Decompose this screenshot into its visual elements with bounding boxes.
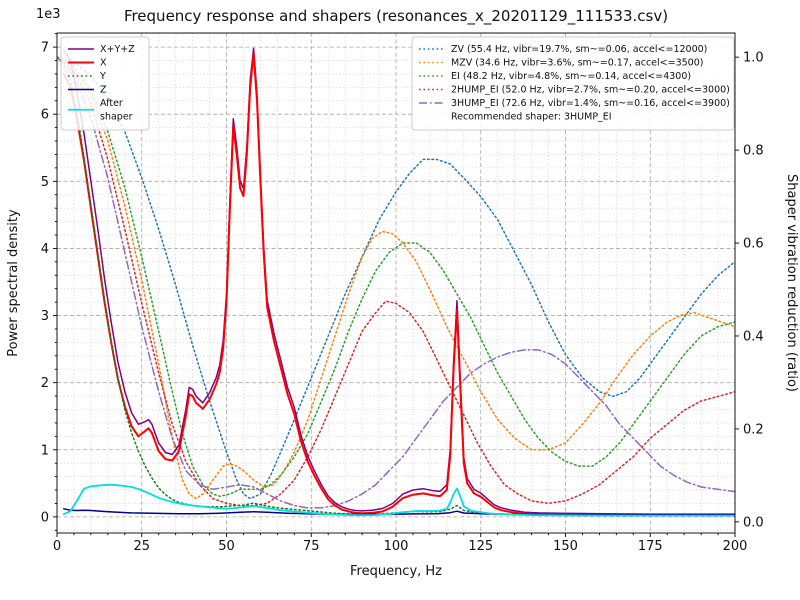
legend-label-mzv: MZV (34.6 Hz, vibr=3.6%, sm~=0.17, accel… — [451, 58, 703, 69]
series-x-line — [62, 52, 735, 517]
chart-title: Frequency response and shapers (resonanc… — [124, 7, 668, 26]
series-x-plus-y-plus-z-line — [63, 47, 735, 515]
svg-text:50: 50 — [218, 539, 235, 554]
svg-text:200: 200 — [723, 539, 748, 554]
shaper-series — [57, 56, 735, 509]
svg-text:7: 7 — [41, 41, 49, 56]
axis-offset-text: 1e3 — [36, 7, 61, 22]
legend-label-zv: ZV (55.4 Hz, vibr=19.7%, sm~=0.06, accel… — [451, 44, 707, 55]
svg-text:0.2: 0.2 — [743, 422, 764, 437]
legend-label-ei: EI (48.2 Hz, vibr=4.8%, sm~=0.14, accel<… — [451, 71, 691, 82]
series-3hump-ei-line — [57, 56, 735, 509]
svg-text:0.4: 0.4 — [743, 329, 764, 344]
psd-series — [62, 47, 735, 517]
x-tick-labels: 0 25 50 75 100 125 150 175 200 — [53, 539, 748, 554]
y-axis-label-right: Shaper vibration reduction (ratio) — [784, 174, 799, 392]
svg-text:1: 1 — [41, 443, 49, 458]
legend-shapers: ZV (55.4 Hz, vibr=19.7%, sm~=0.06, accel… — [411, 36, 735, 131]
y-left-tick-labels: 0 1 2 3 4 5 6 7 — [41, 41, 49, 526]
svg-text:0: 0 — [53, 539, 61, 554]
svg-text:3: 3 — [41, 309, 49, 324]
legend-psd: X+Y+Z XYZ After shaper — [60, 36, 150, 131]
svg-text:0: 0 — [41, 510, 49, 525]
svg-text:0.0: 0.0 — [743, 515, 764, 530]
legend-label-after-shaper: After — [100, 98, 123, 109]
svg-text:2: 2 — [41, 376, 49, 391]
tick-marks — [53, 33, 739, 537]
svg-text:5: 5 — [41, 175, 49, 190]
legend-label-x: X — [100, 58, 107, 69]
svg-text:175: 175 — [638, 539, 663, 554]
legend-label-y: Y — [99, 71, 106, 82]
legend-label-x-plus-y-plus-z: X+Y+Z — [100, 44, 135, 55]
legend-label-3hump-ei: 3HUMP_EI (72.6 Hz, vibr=1.4%, sm~=0.16, … — [451, 98, 730, 109]
series-ei-line — [57, 56, 735, 498]
svg-text:75: 75 — [303, 539, 320, 554]
svg-text:100: 100 — [384, 539, 409, 554]
svg-text:0.6: 0.6 — [743, 237, 764, 252]
series-y-line — [63, 66, 735, 516]
x-axis-label: Frequency, Hz — [350, 564, 442, 579]
svg-text:6: 6 — [41, 108, 49, 123]
svg-text:25: 25 — [133, 539, 150, 554]
series-after-shaper-line — [62, 483, 735, 517]
svg-text:1.0: 1.0 — [743, 51, 764, 66]
y-axis-label-left: Power spectral density — [6, 209, 21, 357]
series-2hump-ei-line — [57, 56, 735, 507]
svg-text:0.8: 0.8 — [743, 144, 764, 159]
legend-label-2hump-ei: 2HUMP_EI (52.0 Hz, vibr=2.7%, sm~=0.20, … — [451, 85, 730, 96]
y-right-tick-labels: 0.0 0.2 0.4 0.6 0.8 1.0 — [743, 51, 764, 531]
legend-recommended-shaper: Recommended shaper: 3HUMP_EI — [451, 112, 612, 123]
legend-label-after-shaper: shaper — [100, 112, 133, 123]
svg-text:4: 4 — [41, 242, 49, 257]
chart-render-root: 0 25 50 75 100 125 150 175 200012345670.00.20.40… — [41, 32, 764, 554]
series-mzv-line — [57, 56, 735, 500]
svg-text:150: 150 — [553, 539, 578, 554]
legend-label-z: Z — [100, 85, 107, 96]
svg-text:125: 125 — [468, 539, 493, 554]
